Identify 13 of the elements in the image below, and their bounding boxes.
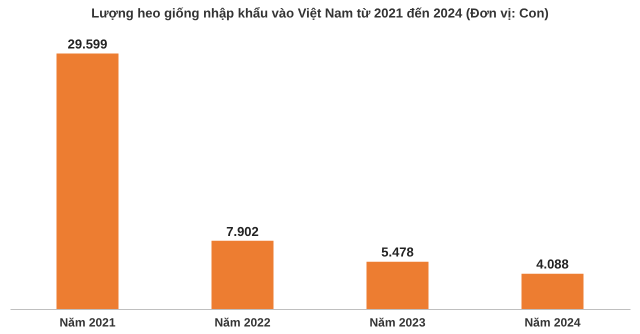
x-tick-label: Năm 2021 [59, 316, 116, 330]
data-label: 29.599 [68, 36, 108, 52]
data-label: 7.902 [226, 224, 259, 239]
data-label: 4.088 [536, 256, 569, 272]
bar [522, 274, 584, 309]
x-tick-label: Năm 2024 [524, 316, 581, 330]
x-tick-label: Năm 2023 [369, 316, 426, 330]
x-tick-label: Năm 2022 [214, 316, 271, 330]
bar [366, 262, 428, 309]
data-label: 5.478 [381, 244, 414, 260]
chart-title: Lượng heo giống nhập khẩu vào Việt Nam từ 2021 đến 2024 (Đơn vị: Con) [91, 5, 549, 20]
bar [212, 240, 274, 309]
bar [56, 53, 118, 309]
